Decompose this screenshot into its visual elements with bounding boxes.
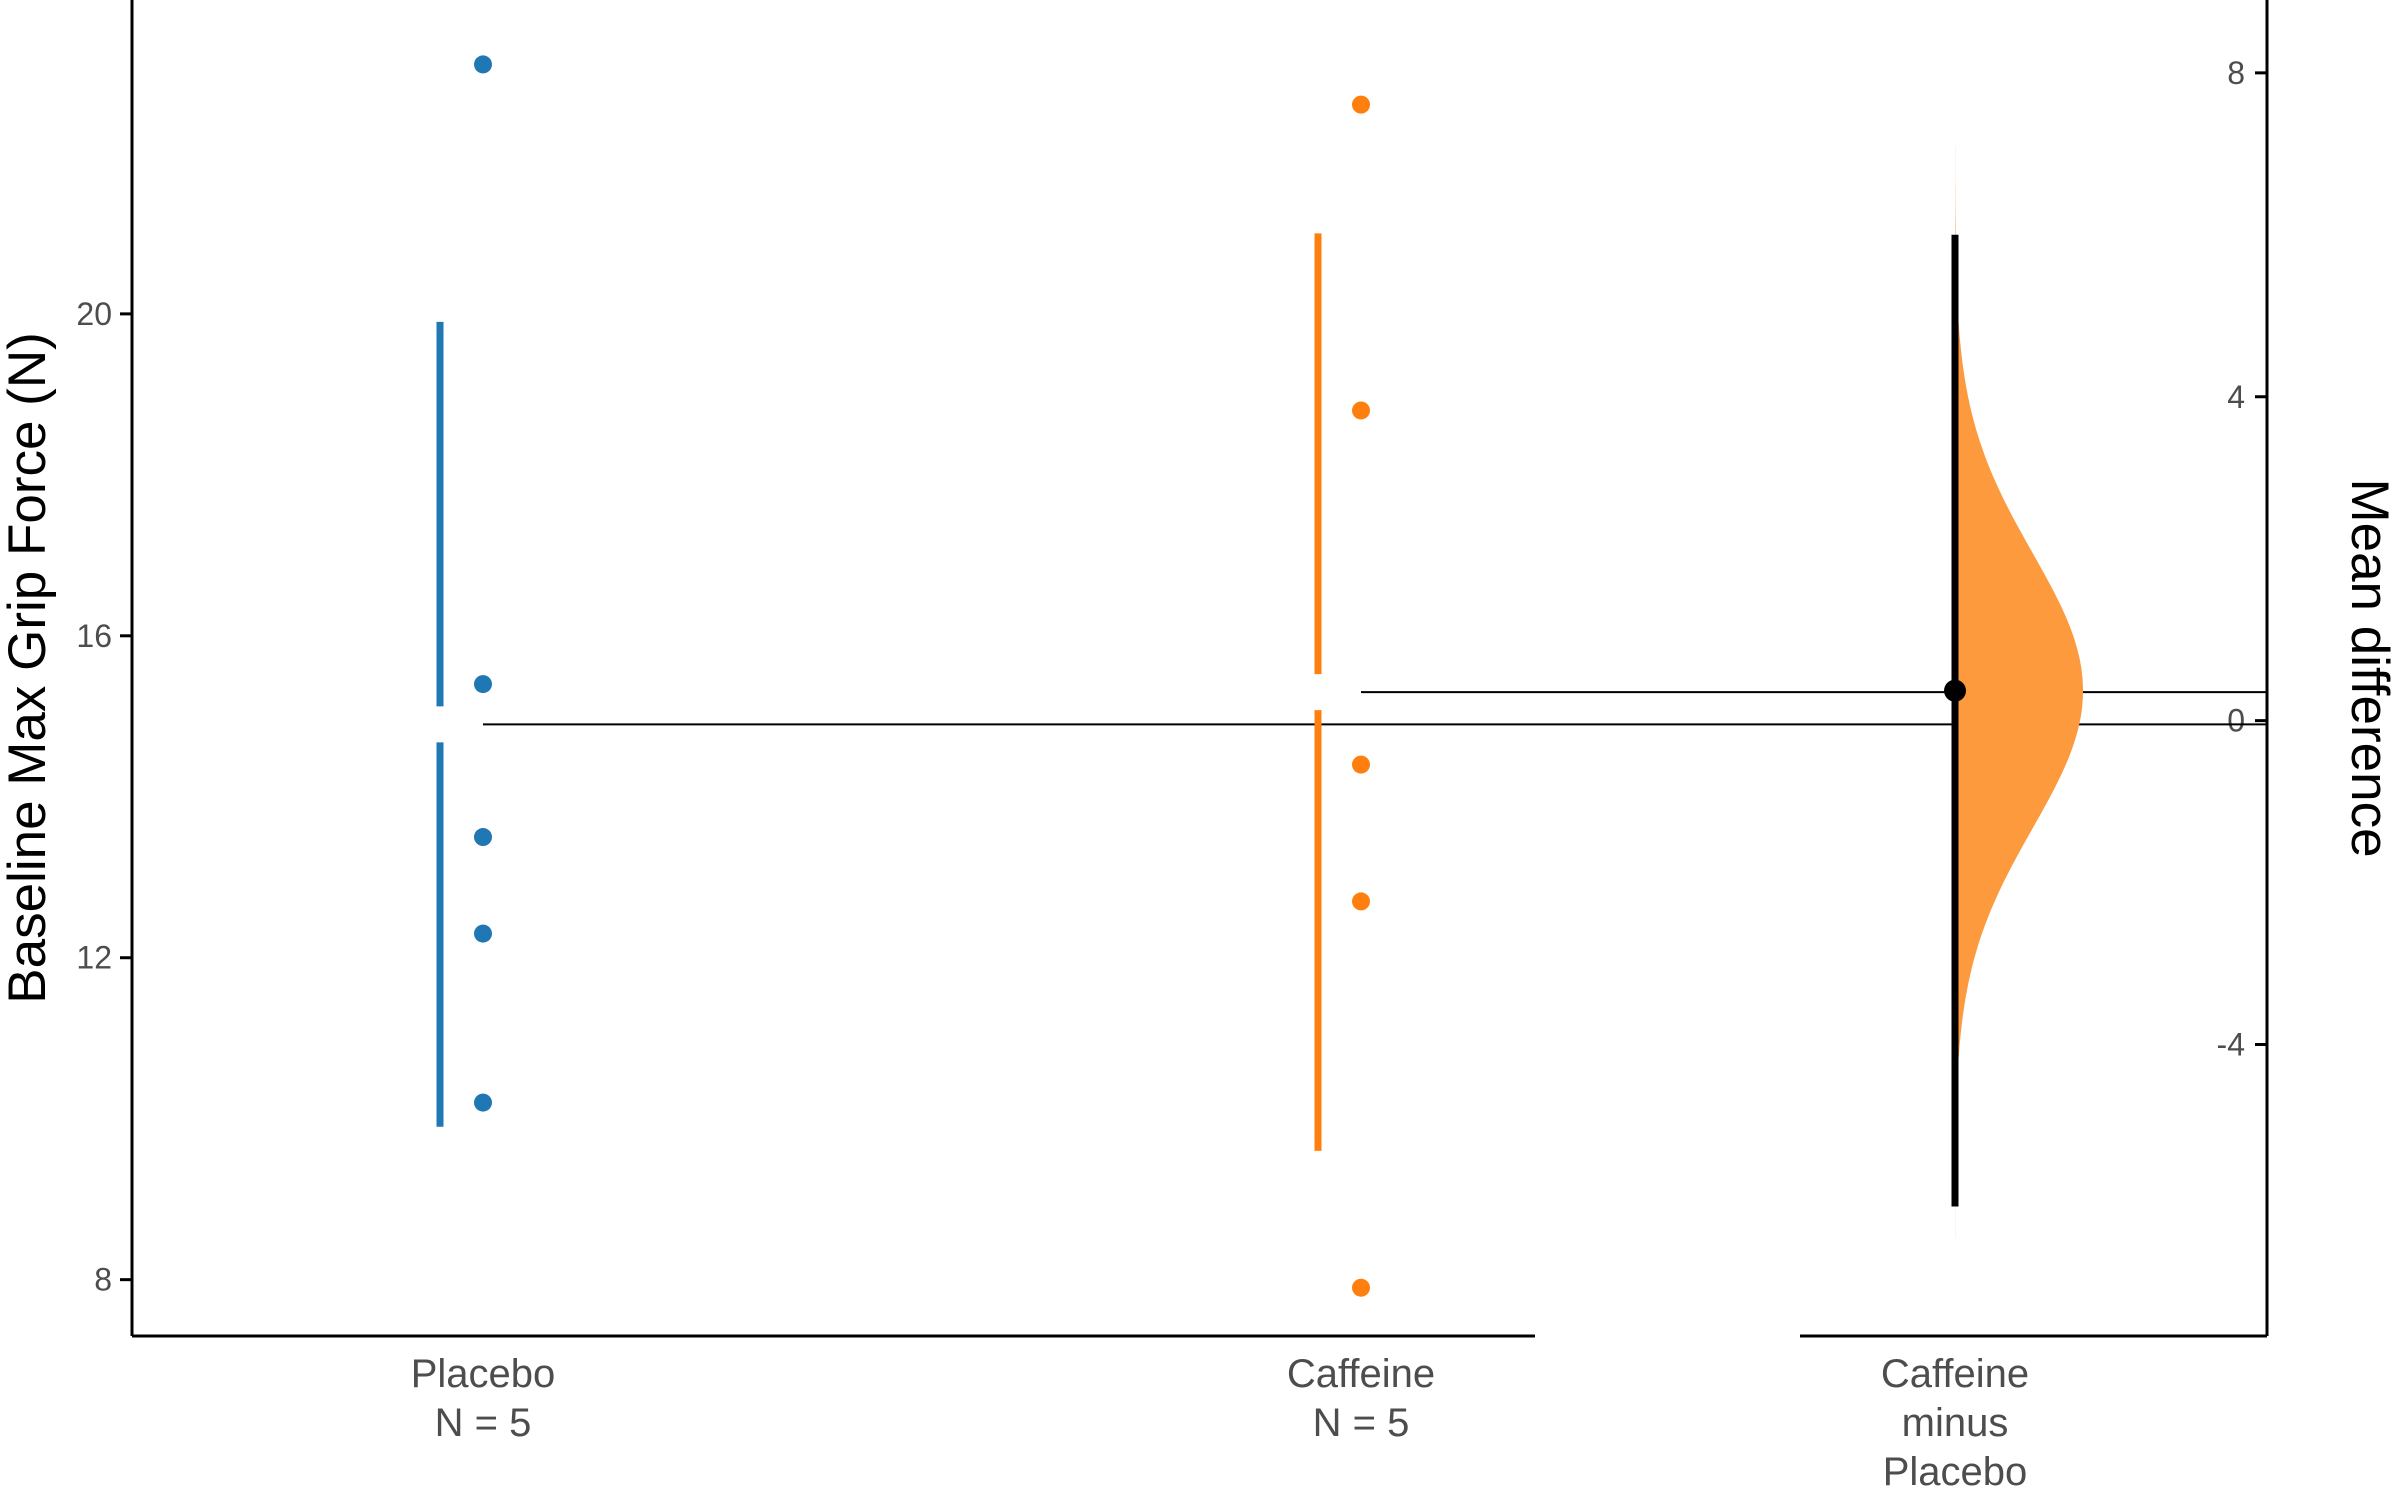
right-y-tick-label: -4 [2217,1027,2245,1063]
data-point [1352,95,1370,114]
data-point [1352,1278,1370,1297]
group-label-line: Caffeine [1287,1352,1435,1396]
right-y-tick-label: 0 [2227,703,2245,739]
data-point [1352,401,1370,420]
group-label-line: N = 5 [1313,1401,1410,1445]
difference-label-line: Placebo [1883,1450,2028,1494]
bootstrap-distribution [1955,0,2083,1336]
right-y-ticks: -4 0 4 8 [2217,55,2267,1063]
difference-label-line: Caffeine [1881,1352,2029,1396]
data-point [474,828,492,847]
left-y-tick-label: 8 [94,1262,112,1298]
group-label-line: N = 5 [435,1401,532,1445]
data-point [1352,755,1370,774]
group-labels: Placebo N = 5 Caffeine N = 5 Caffeine minus Pl… [411,1352,2029,1494]
effect-size-point [1944,679,1966,702]
left-y-tick-label: 20 [76,296,112,332]
group-label-line: Placebo [411,1352,556,1396]
data-point [474,1093,492,1112]
group-marks [436,55,1370,1297]
data-point [474,924,492,943]
difference-label-line: minus [1902,1401,2009,1445]
left-y-tick-label: 16 [76,618,112,654]
left-y-axis-title: Baseline Max Grip Force (N) [0,332,57,1004]
data-point [474,55,492,74]
data-point [474,675,492,694]
difference-panel [1944,0,2083,1336]
right-y-axis-title: Mean difference [2340,478,2399,857]
data-point [1352,892,1370,911]
left-y-tick-label: 12 [76,940,112,976]
left-y-ticks: 8 12 16 20 [76,296,132,1298]
right-y-tick-label: 4 [2227,379,2245,415]
right-y-tick-label: 8 [2227,55,2245,91]
